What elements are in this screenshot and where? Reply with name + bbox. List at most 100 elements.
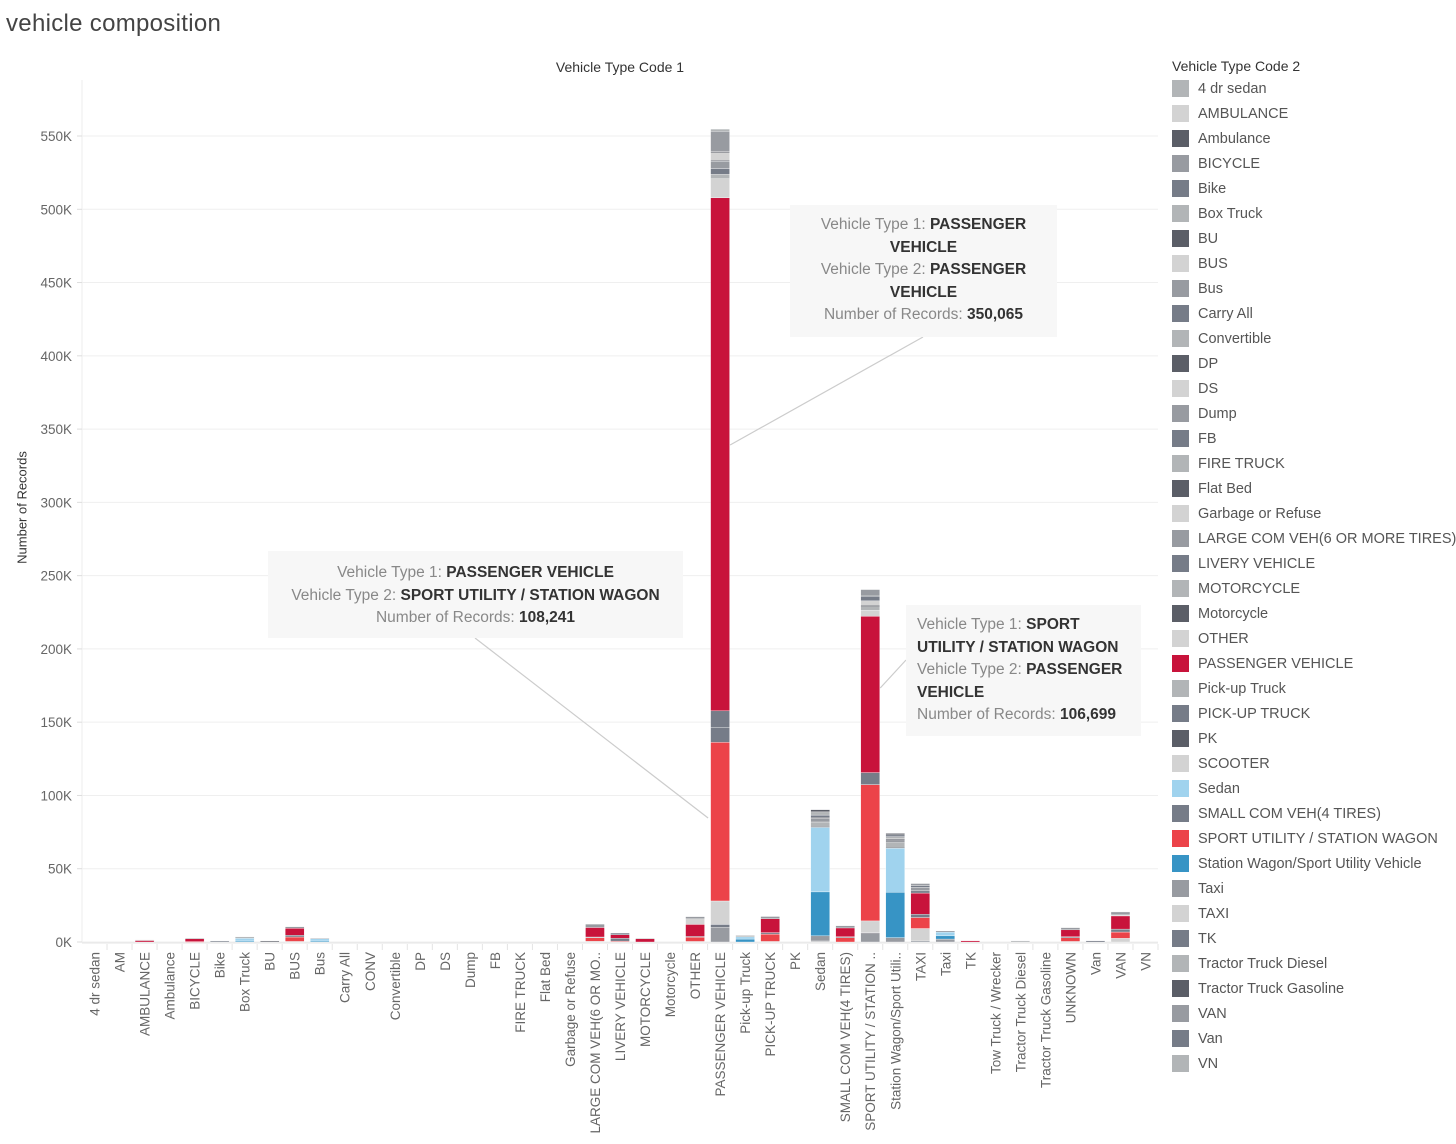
bar-stack[interactable] [685, 916, 705, 943]
bar-segment[interactable] [960, 940, 981, 943]
legend-item[interactable]: SCOOTER [1172, 751, 1456, 776]
bar-segment[interactable] [935, 938, 955, 943]
bar-segment[interactable] [1110, 931, 1131, 939]
bar-stack[interactable] [910, 883, 930, 943]
bar-stack[interactable] [810, 809, 830, 943]
bar-stack[interactable] [259, 940, 280, 943]
bar-segment[interactable] [860, 600, 880, 606]
bar-segment[interactable] [810, 818, 830, 823]
bar-stack[interactable] [285, 926, 305, 943]
bar-segment[interactable] [935, 931, 955, 937]
bar-segment[interactable] [910, 890, 930, 894]
bar-segment[interactable] [760, 932, 780, 935]
bar-segment[interactable] [860, 616, 880, 773]
legend-item[interactable]: Tractor Truck Diesel [1172, 951, 1456, 976]
bar-segment[interactable] [885, 891, 905, 938]
bar-segment[interactable] [810, 935, 830, 942]
legend-item[interactable]: VN [1172, 1051, 1456, 1076]
bar-segment[interactable] [710, 710, 730, 728]
bar-segment[interactable] [910, 917, 930, 929]
legend-item[interactable]: PK [1172, 726, 1456, 751]
bar-stack[interactable] [234, 936, 255, 943]
bar-segment[interactable] [910, 892, 930, 915]
bar-segment[interactable] [285, 926, 305, 929]
bar-segment[interactable] [860, 784, 880, 922]
bar-segment[interactable] [1085, 940, 1106, 943]
bar-stack[interactable] [1085, 940, 1106, 943]
bar-segment[interactable] [735, 936, 755, 940]
bar-segment[interactable] [810, 827, 830, 893]
legend-item[interactable]: FB [1172, 426, 1456, 451]
legend-item[interactable]: LARGE COM VEH(6 OR MORE TIRES) [1172, 526, 1456, 551]
bar-segment[interactable] [685, 916, 705, 920]
legend-item[interactable]: DP [1172, 351, 1456, 376]
bar-stack[interactable] [635, 937, 655, 943]
bar-segment[interactable] [710, 161, 730, 169]
bar-segment[interactable] [810, 809, 830, 813]
bar-segment[interactable] [810, 811, 830, 816]
bar-segment[interactable] [885, 848, 905, 893]
bar-segment[interactable] [810, 821, 830, 827]
legend-item[interactable]: LIVERY VEHICLE [1172, 551, 1456, 576]
bar-segment[interactable] [885, 833, 905, 836]
legend-item[interactable]: 4 dr sedan [1172, 76, 1456, 101]
legend-item[interactable]: DS [1172, 376, 1456, 401]
legend-item[interactable]: Van [1172, 1026, 1456, 1051]
legend-item[interactable]: PASSENGER VEHICLE [1172, 651, 1456, 676]
bar-stack[interactable] [209, 940, 230, 943]
bar-segment[interactable] [1060, 929, 1081, 937]
legend-item[interactable]: Flat Bed [1172, 476, 1456, 501]
bar-segment[interactable] [285, 936, 305, 942]
legend-item[interactable]: PICK-UP TRUCK [1172, 701, 1456, 726]
legend-item[interactable]: BICYCLE [1172, 151, 1456, 176]
bar-segment[interactable] [735, 938, 755, 943]
bar-segment[interactable] [910, 887, 930, 892]
bar-segment[interactable] [585, 927, 605, 938]
legend-item[interactable]: TK [1172, 926, 1456, 951]
bar-segment[interactable] [1110, 938, 1131, 943]
legend-item[interactable]: Taxi [1172, 876, 1456, 901]
bar-segment[interactable] [860, 933, 880, 943]
bar-segment[interactable] [860, 606, 880, 611]
bar-segment[interactable] [810, 814, 830, 818]
bar-segment[interactable] [209, 940, 230, 943]
bar-segment[interactable] [710, 924, 730, 928]
bar-segment[interactable] [1110, 928, 1131, 933]
bar-stack[interactable] [184, 937, 205, 943]
bar-segment[interactable] [1060, 927, 1081, 931]
bar-segment[interactable] [710, 178, 730, 199]
bar-segment[interactable] [285, 935, 305, 938]
bar-stack[interactable] [1060, 927, 1081, 943]
bar-stack[interactable] [1110, 911, 1131, 943]
bar-segment[interactable] [710, 152, 730, 161]
legend-item[interactable]: Tractor Truck Gasoline [1172, 976, 1456, 1001]
bar-segment[interactable] [860, 920, 880, 933]
bar-segment[interactable] [710, 197, 730, 712]
bar-segment[interactable] [310, 937, 330, 940]
bar-stack[interactable] [710, 128, 730, 943]
bar-segment[interactable] [134, 939, 155, 941]
bar-segment[interactable] [885, 834, 905, 837]
legend-item[interactable]: Ambulance [1172, 126, 1456, 151]
bar-segment[interactable] [935, 935, 955, 940]
bar-segment[interactable] [710, 927, 730, 943]
bar-segment[interactable] [760, 933, 780, 942]
bar-segment[interactable] [1110, 911, 1131, 916]
legend-item[interactable]: Motorcycle [1172, 601, 1456, 626]
bar-segment[interactable] [234, 938, 255, 942]
bar-segment[interactable] [835, 925, 855, 929]
bar-segment[interactable] [184, 938, 205, 942]
legend-item[interactable]: Dump [1172, 401, 1456, 426]
bar-segment[interactable] [885, 842, 905, 848]
bar-segment[interactable] [710, 727, 730, 743]
bar-stack[interactable] [134, 939, 155, 943]
bar-segment[interactable] [910, 928, 930, 942]
legend-item[interactable]: OTHER [1172, 626, 1456, 651]
bar-segment[interactable] [910, 914, 930, 918]
legend-item[interactable]: Bus [1172, 276, 1456, 301]
bar-segment[interactable] [935, 930, 955, 933]
bar-stack[interactable] [310, 937, 330, 943]
bar-stack[interactable] [885, 833, 905, 943]
legend-item[interactable]: Box Truck [1172, 201, 1456, 226]
bar-stack[interactable] [610, 932, 630, 943]
